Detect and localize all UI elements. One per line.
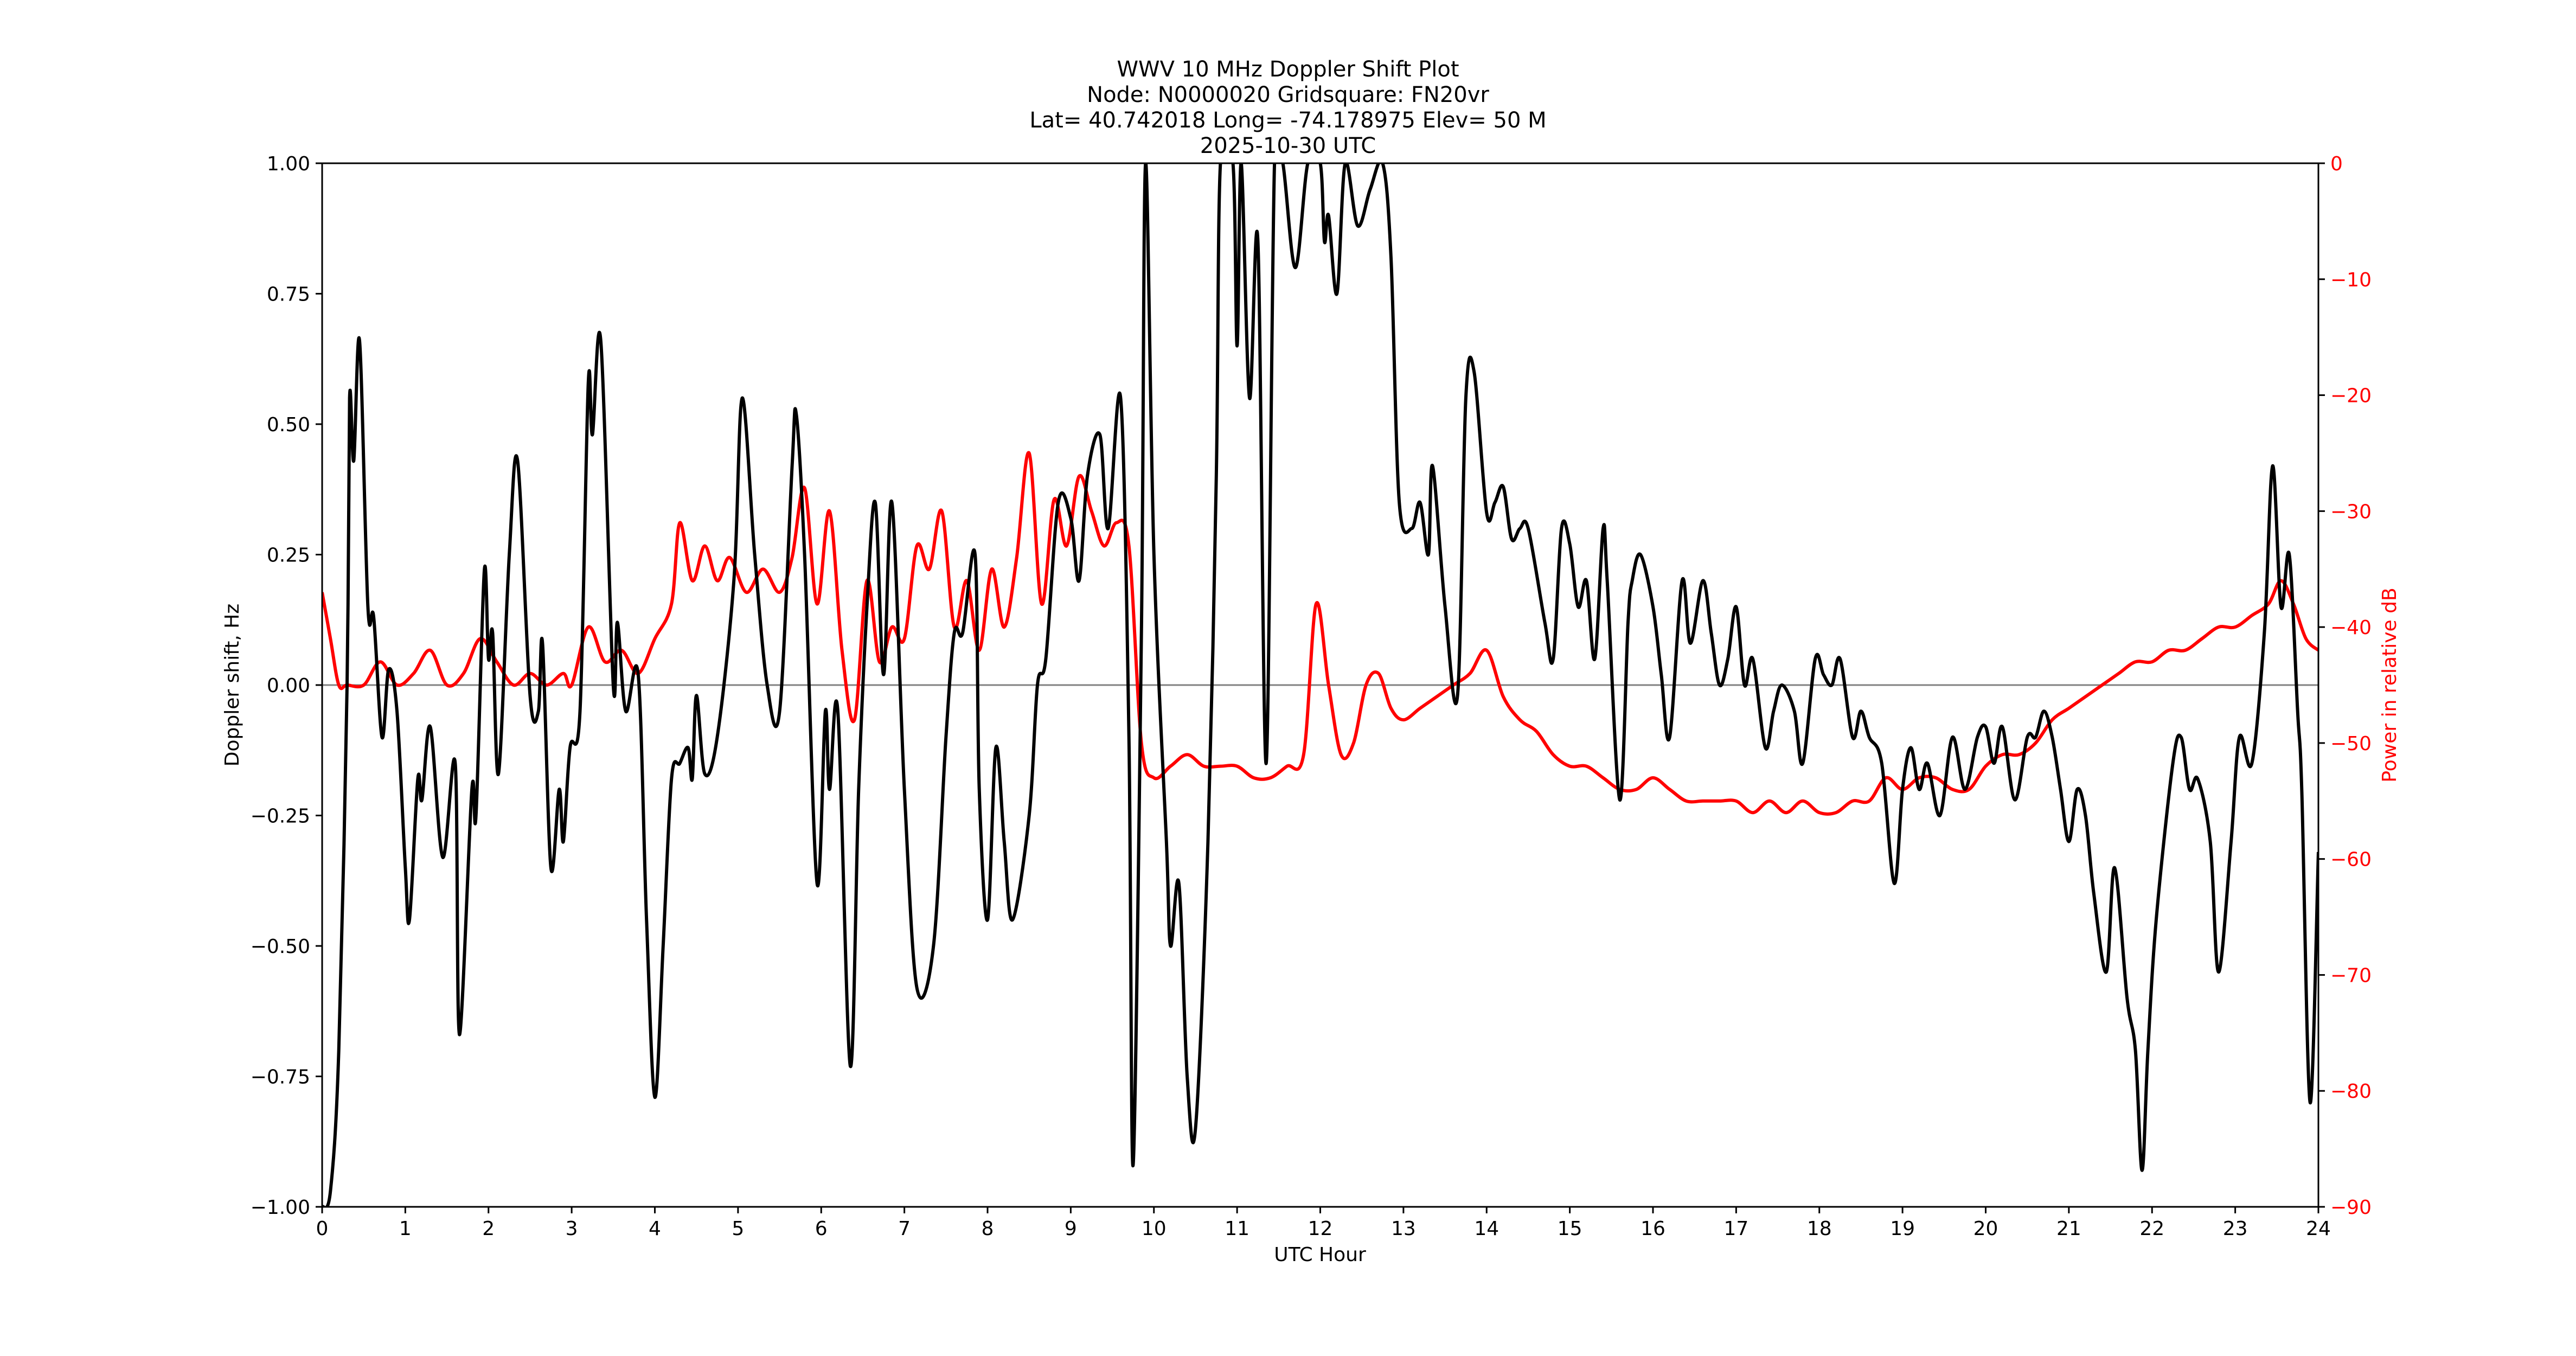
power-series-line — [322, 451, 2318, 816]
right-y-tick-label: −10 — [2330, 269, 2372, 291]
x-tick-label: 11 — [1225, 1218, 1249, 1240]
x-tick-label: 20 — [1973, 1218, 1998, 1240]
x-tick-label: 12 — [1308, 1218, 1333, 1240]
left-y-tick-label: 1.00 — [267, 153, 310, 175]
x-tick-label: 17 — [1723, 1218, 1748, 1240]
left-y-tick-label: 0.00 — [267, 675, 310, 697]
x-tick-label: 14 — [1474, 1218, 1499, 1240]
right-y-tick-label: −20 — [2330, 385, 2372, 407]
right-y-tick-label: 0 — [2330, 153, 2343, 175]
x-tick-label: 6 — [815, 1218, 828, 1240]
x-tick-label: 19 — [1890, 1218, 1915, 1240]
x-tick-label: 5 — [732, 1218, 744, 1240]
x-tick-label: 1 — [399, 1218, 412, 1240]
chart-title-line-1: WWV 10 MHz Doppler Shift Plot — [1117, 57, 1459, 82]
x-tick-label: 22 — [2139, 1218, 2164, 1240]
x-tick-label: 24 — [2306, 1218, 2331, 1240]
x-tick-label: 4 — [649, 1218, 661, 1240]
left-y-tick-label: −0.50 — [251, 936, 310, 958]
right-y-tick-label: −70 — [2330, 964, 2372, 987]
x-tick-label: 23 — [2223, 1218, 2248, 1240]
x-tick-label: 8 — [982, 1218, 994, 1240]
left-y-tick-label: 0.75 — [267, 284, 310, 306]
right-y-axis-label: Power in relative dB — [2379, 587, 2401, 782]
chart-title-line-2: Node: N0000020 Gridsquare: FN20vr — [1087, 82, 1489, 107]
x-tick-label: 3 — [566, 1218, 578, 1240]
right-y-tick-label: −80 — [2330, 1080, 2372, 1103]
right-y-tick-label: −60 — [2330, 849, 2372, 871]
right-y-tick-label: −50 — [2330, 733, 2372, 755]
x-tick-label: 0 — [316, 1218, 329, 1240]
left-y-tick-label: 0.25 — [267, 545, 310, 567]
power-line — [322, 451, 2318, 816]
left-y-tick-label: 0.50 — [267, 414, 310, 436]
left-y-tick-label: −0.75 — [251, 1066, 310, 1089]
x-tick-label: 15 — [1558, 1218, 1582, 1240]
left-y-axis-label: Doppler shift, Hz — [221, 604, 243, 766]
left-y-axis-ticks: 1.00 0.75 0.50 0.25 0.00 −0.25 −0.50 −0.75 −1.00 — [251, 153, 322, 1219]
left-y-tick-label: −0.25 — [251, 805, 310, 828]
right-y-tick-label: −30 — [2330, 501, 2372, 523]
x-axis-ticks: 0 1 2 3 4 5 6 7 8 9 10 11 12 13 14 15 16 17 18 19 20 21 22 23 24 — [316, 1207, 2331, 1240]
right-y-tick-label: −90 — [2330, 1197, 2372, 1219]
x-tick-label: 16 — [1641, 1218, 1665, 1240]
x-axis-label: UTC Hour — [1274, 1244, 1366, 1266]
right-y-tick-label: −40 — [2330, 617, 2372, 639]
x-tick-label: 18 — [1807, 1218, 1832, 1240]
x-tick-label: 21 — [2056, 1218, 2081, 1240]
x-tick-label: 13 — [1391, 1218, 1416, 1240]
x-tick-label: 7 — [898, 1218, 911, 1240]
doppler-line — [322, 163, 2318, 1207]
x-tick-label: 9 — [1065, 1218, 1077, 1240]
chart-title-line-4: 2025-10-30 UTC — [1200, 133, 1376, 158]
left-y-tick-label: −1.00 — [251, 1197, 310, 1219]
x-tick-label: 10 — [1142, 1218, 1167, 1240]
doppler-series-line — [322, 163, 2318, 1207]
chart-title-line-3: Lat= 40.742018 Long= -74.178975 Elev= 50… — [1029, 108, 1547, 133]
right-y-axis-ticks: 0 −10 −20 −30 −40 −50 −60 −70 −80 −90 — [2318, 153, 2372, 1219]
x-tick-label: 2 — [482, 1218, 495, 1240]
